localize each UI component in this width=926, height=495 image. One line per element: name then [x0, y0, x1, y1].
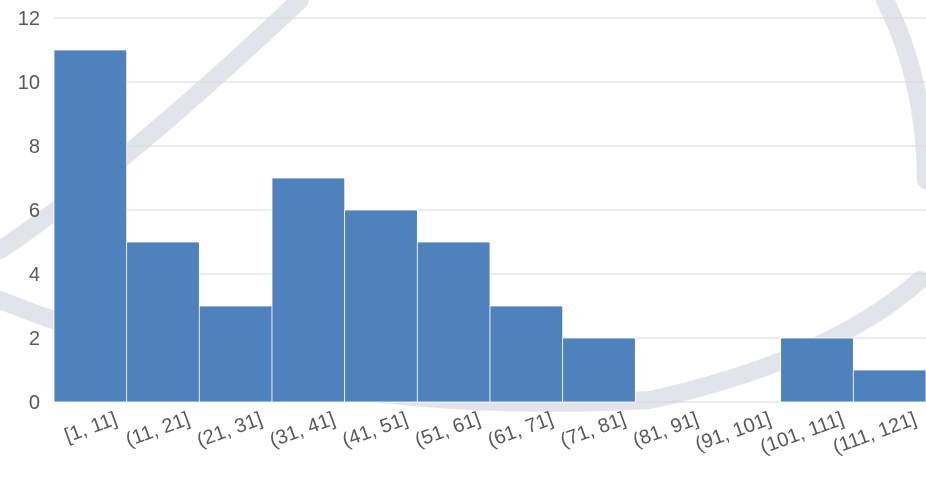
x-tick-label: (81, 91] — [630, 408, 701, 452]
x-axis-ticks: [1, 11] (11, 21] (21, 31] (31, 41] (41, 51](… — [62, 408, 920, 458]
bar-0 — [53, 49, 128, 403]
x-tick-label: (21, 31] — [194, 408, 265, 452]
x-tick-label: (71, 81] — [557, 408, 628, 452]
bar-5 — [416, 241, 491, 403]
y-tick-label: 4 — [29, 264, 40, 286]
x-tick-label: (101, 111] — [757, 408, 846, 458]
y-tick-label: 0 — [29, 392, 40, 414]
bar-3 — [271, 177, 346, 403]
watermark-arc-left — [0, 0, 309, 259]
x-tick-label: (111, 121] — [830, 408, 919, 458]
watermark-arc-right — [876, 0, 926, 189]
x-tick-label: (61, 71] — [485, 408, 556, 452]
y-axis-ticks: 0 2 4 6 8 10 12 — [18, 8, 40, 414]
bar-6 — [489, 305, 564, 403]
x-tick-label: (51, 61] — [412, 408, 483, 452]
bar-10 — [780, 337, 854, 403]
y-tick-label: 12 — [18, 8, 40, 30]
bar-2 — [198, 305, 273, 403]
bar-4 — [344, 209, 418, 403]
x-tick-label: [1, 11] — [62, 408, 120, 447]
x-tick-label: (41, 51] — [339, 408, 410, 452]
bar-11 — [852, 369, 926, 403]
bars — [53, 49, 926, 403]
x-tick-label: (31, 41] — [267, 408, 338, 452]
y-tick-label: 10 — [18, 72, 40, 94]
x-tick-label: (11, 21] — [123, 408, 193, 451]
y-tick-label: 2 — [29, 328, 40, 350]
bar-1 — [126, 241, 200, 403]
bar-7 — [562, 337, 636, 403]
y-tick-label: 8 — [29, 136, 40, 158]
y-tick-label: 6 — [29, 200, 40, 222]
